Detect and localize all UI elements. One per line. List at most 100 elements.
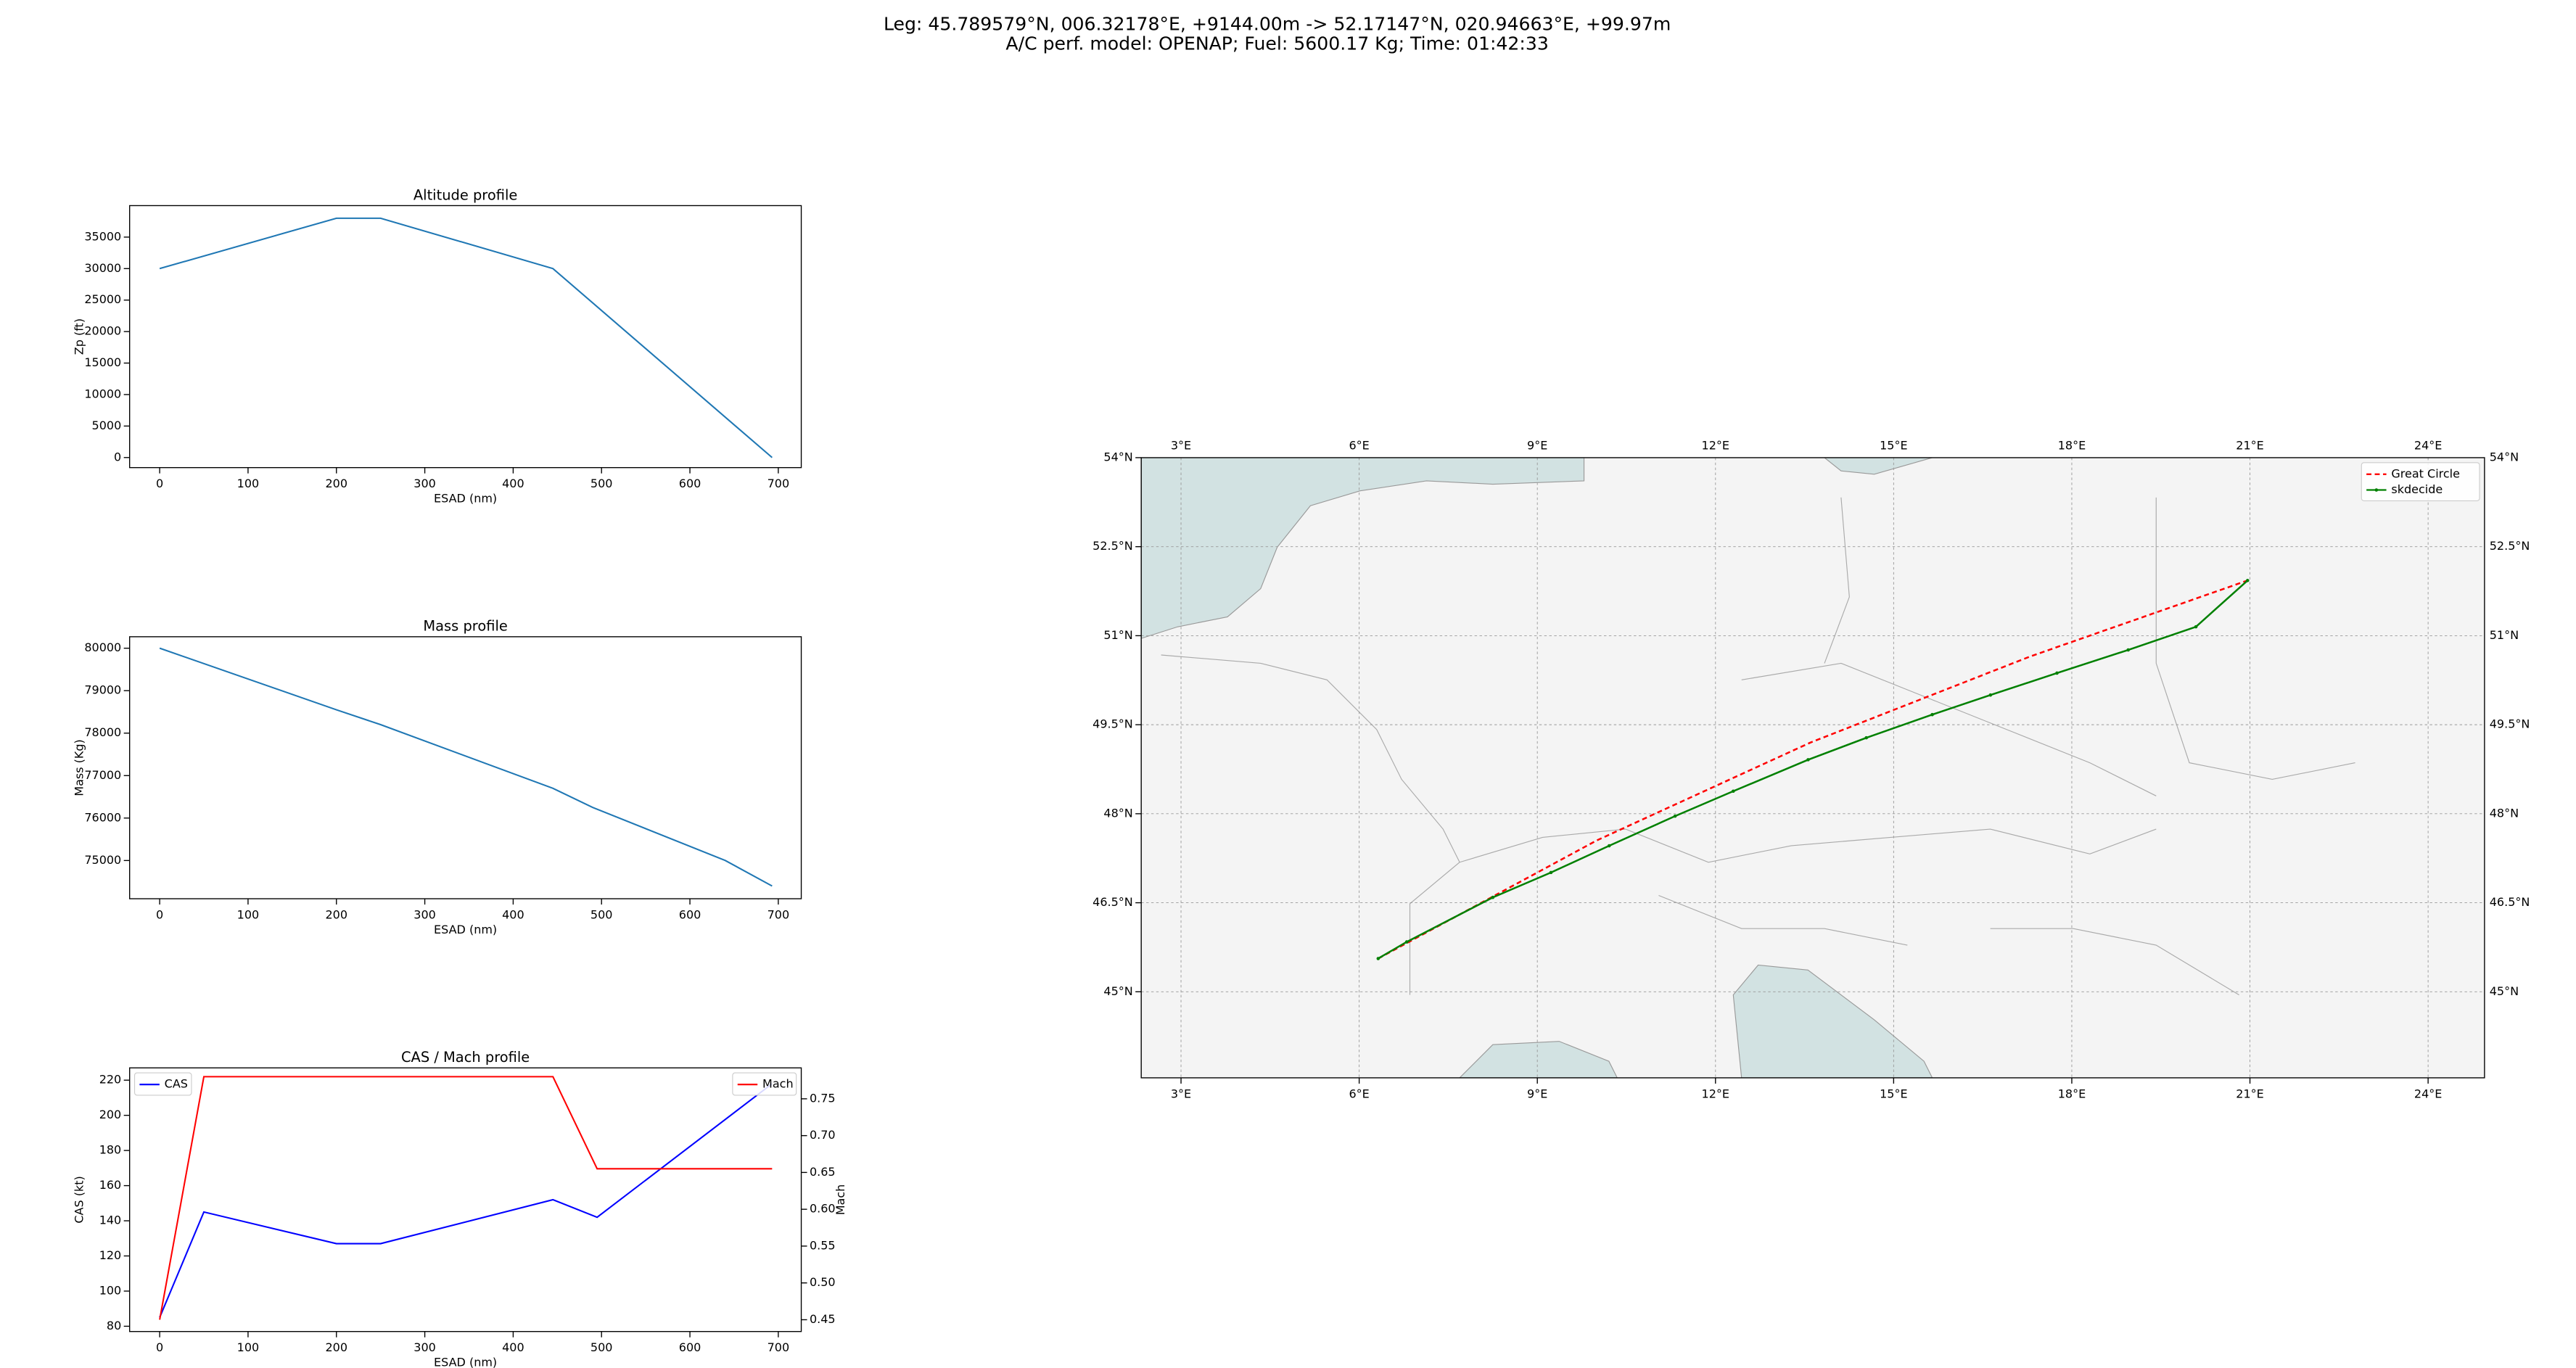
x-tick-label: 700 [768,907,790,921]
x-tick-label: 0 [156,477,163,490]
x-tick-label: 24°E [2414,438,2442,452]
legend-label: Great Circle [2391,466,2460,480]
x-tick-label: 500 [590,907,613,921]
legend-box [2361,462,2480,501]
x-tick-label: 6°E [1349,1087,1369,1100]
series-marker [1607,844,1611,848]
axes-frame [1140,457,2485,1079]
y-tick-label: 140 [99,1214,122,1227]
x-tick-label: 200 [325,1340,347,1354]
x-tick-label: 400 [502,1340,524,1354]
series-marker [1404,940,1409,944]
x-tick-label: 700 [768,477,790,490]
y2-tick-label: 0.60 [810,1202,836,1216]
x-tick-label: 600 [679,907,701,921]
y-tick-label: 51°N [2490,628,2519,642]
x-tick-label: 200 [325,477,347,490]
y-tick-label: 78000 [84,725,121,739]
y-tick-label: 120 [99,1248,122,1262]
suptitle: A/C perf. model: OPENAP; Fuel: 5600.17 K… [1005,33,1548,54]
y2-tick-label: 0.75 [810,1091,836,1105]
y-axis-label: CAS (kt) [73,1176,86,1223]
y-tick-label: 0 [114,450,121,463]
axes-frame [129,636,802,899]
y2-axis-label: Mach [834,1184,847,1216]
x-tick-label: 0 [156,907,163,921]
x-tick-label: 400 [502,477,524,490]
series-marker [1376,957,1380,960]
x-tick-label: 300 [413,1340,436,1354]
x-tick-label: 15°E [1880,438,1907,452]
series-marker [1549,870,1553,875]
y2-tick-label: 0.50 [810,1275,836,1289]
y-tick-label: 49.5°N [2490,717,2530,731]
series-line [1378,580,2248,960]
y-tick-label: 46.5°N [2490,895,2530,909]
y2-tick-label: 0.55 [810,1238,836,1252]
y-tick-label: 15000 [84,355,121,369]
x-tick-label: 18°E [2058,1087,2086,1100]
series-line [159,1076,773,1320]
chart-title: Altitude profile [413,186,517,203]
sea [1732,964,1933,1078]
x-tick-label: 12°E [1702,438,1729,452]
y-tick-label: 52.5°N [2490,539,2530,553]
series-marker [2055,671,2059,675]
x-tick-label: 6°E [1349,438,1369,452]
x-tick-label: 3°E [1171,438,1191,452]
series-marker [1732,789,1735,794]
y-tick-label: 220 [99,1073,122,1087]
y-tick-label: 45°N [1103,984,1132,998]
x-tick-label: 3°E [1171,1087,1191,1100]
y-tick-label: 48°N [1103,806,1132,820]
legend-box [732,1072,797,1096]
legend-label: Mach [762,1077,794,1091]
chart-title: Mass profile [423,618,507,635]
x-tick-label: 24°E [2414,1087,2442,1100]
series-marker [1673,814,1677,818]
series-marker [2194,625,2198,629]
legend-label: CAS [165,1077,188,1091]
x-tick-label: 15°E [1880,1087,1907,1100]
x-tick-label: 21°E [2236,1087,2263,1100]
x-tick-label: 18°E [2058,438,2086,452]
y-tick-label: 79000 [84,683,121,697]
series-line [159,1083,773,1318]
y-tick-label: 20000 [84,324,121,338]
border [1161,497,2355,996]
y-tick-label: 10000 [84,387,121,400]
y-tick-label: 25000 [84,292,121,306]
x-tick-label: 100 [237,1340,260,1354]
series-marker [1491,895,1495,899]
axes-frame [129,205,802,469]
x-tick-label: 100 [237,907,260,921]
x-tick-label: 600 [679,477,701,490]
x-tick-label: 400 [502,907,524,921]
y-tick-label: 46.5°N [1092,895,1133,909]
x-axis-label: ESAD (nm) [434,492,497,506]
y-tick-label: 200 [99,1108,122,1121]
y2-tick-label: 0.65 [810,1165,836,1179]
y-axis-label: Zp (ft) [73,318,86,355]
series-marker [1864,735,1868,740]
y-tick-label: 160 [99,1178,122,1192]
x-tick-label: 300 [413,907,436,921]
y-tick-label: 76000 [84,810,121,824]
x-tick-label: 12°E [1702,1087,1729,1100]
y-tick-label: 5000 [92,419,122,432]
legend-box [133,1072,192,1096]
x-tick-label: 500 [590,1340,613,1354]
x-tick-label: 21°E [2236,438,2263,452]
x-tick-label: 200 [325,907,347,921]
y-tick-label: 52.5°N [1092,539,1133,553]
sea [1824,457,1933,475]
y-tick-label: 80 [107,1319,121,1332]
y-tick-label: 75000 [84,853,121,867]
sea [1141,457,1585,639]
x-tick-label: 500 [590,477,613,490]
series-marker [1988,693,1993,697]
y-tick-label: 80000 [84,640,121,654]
y-tick-label: 54°N [2490,450,2519,463]
x-tick-label: 0 [156,1340,163,1354]
